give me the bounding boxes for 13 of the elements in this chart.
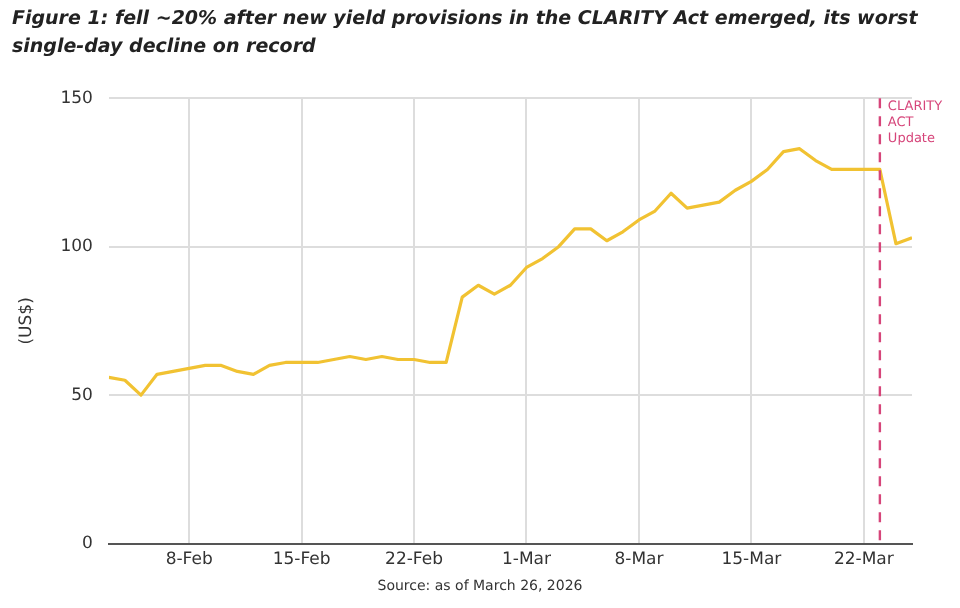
y-tick-label: 100 [60, 237, 93, 258]
x-tick-label: 8-Mar [614, 550, 665, 571]
chart-title: Figure 1: fell ~20% after new yield provisions in the CLARITY Act emerged, its worst single-day decline on record [12, 6, 920, 62]
x-tick-label: 15-Feb [272, 550, 331, 571]
x-tick-label: 22-Mar [833, 550, 895, 571]
x-tick-label: 15-Mar [721, 550, 783, 571]
y-tick-label: 0 [82, 534, 93, 555]
y-tick-label: 50 [71, 385, 93, 406]
x-tick-label: 1-Mar [501, 550, 553, 571]
y-axis-title: (US$) [16, 297, 37, 345]
x-tick-label: 22-Feb [385, 550, 443, 571]
x-tick-label: 8-Feb [165, 550, 213, 571]
y-tick-label: 150 [60, 88, 93, 109]
